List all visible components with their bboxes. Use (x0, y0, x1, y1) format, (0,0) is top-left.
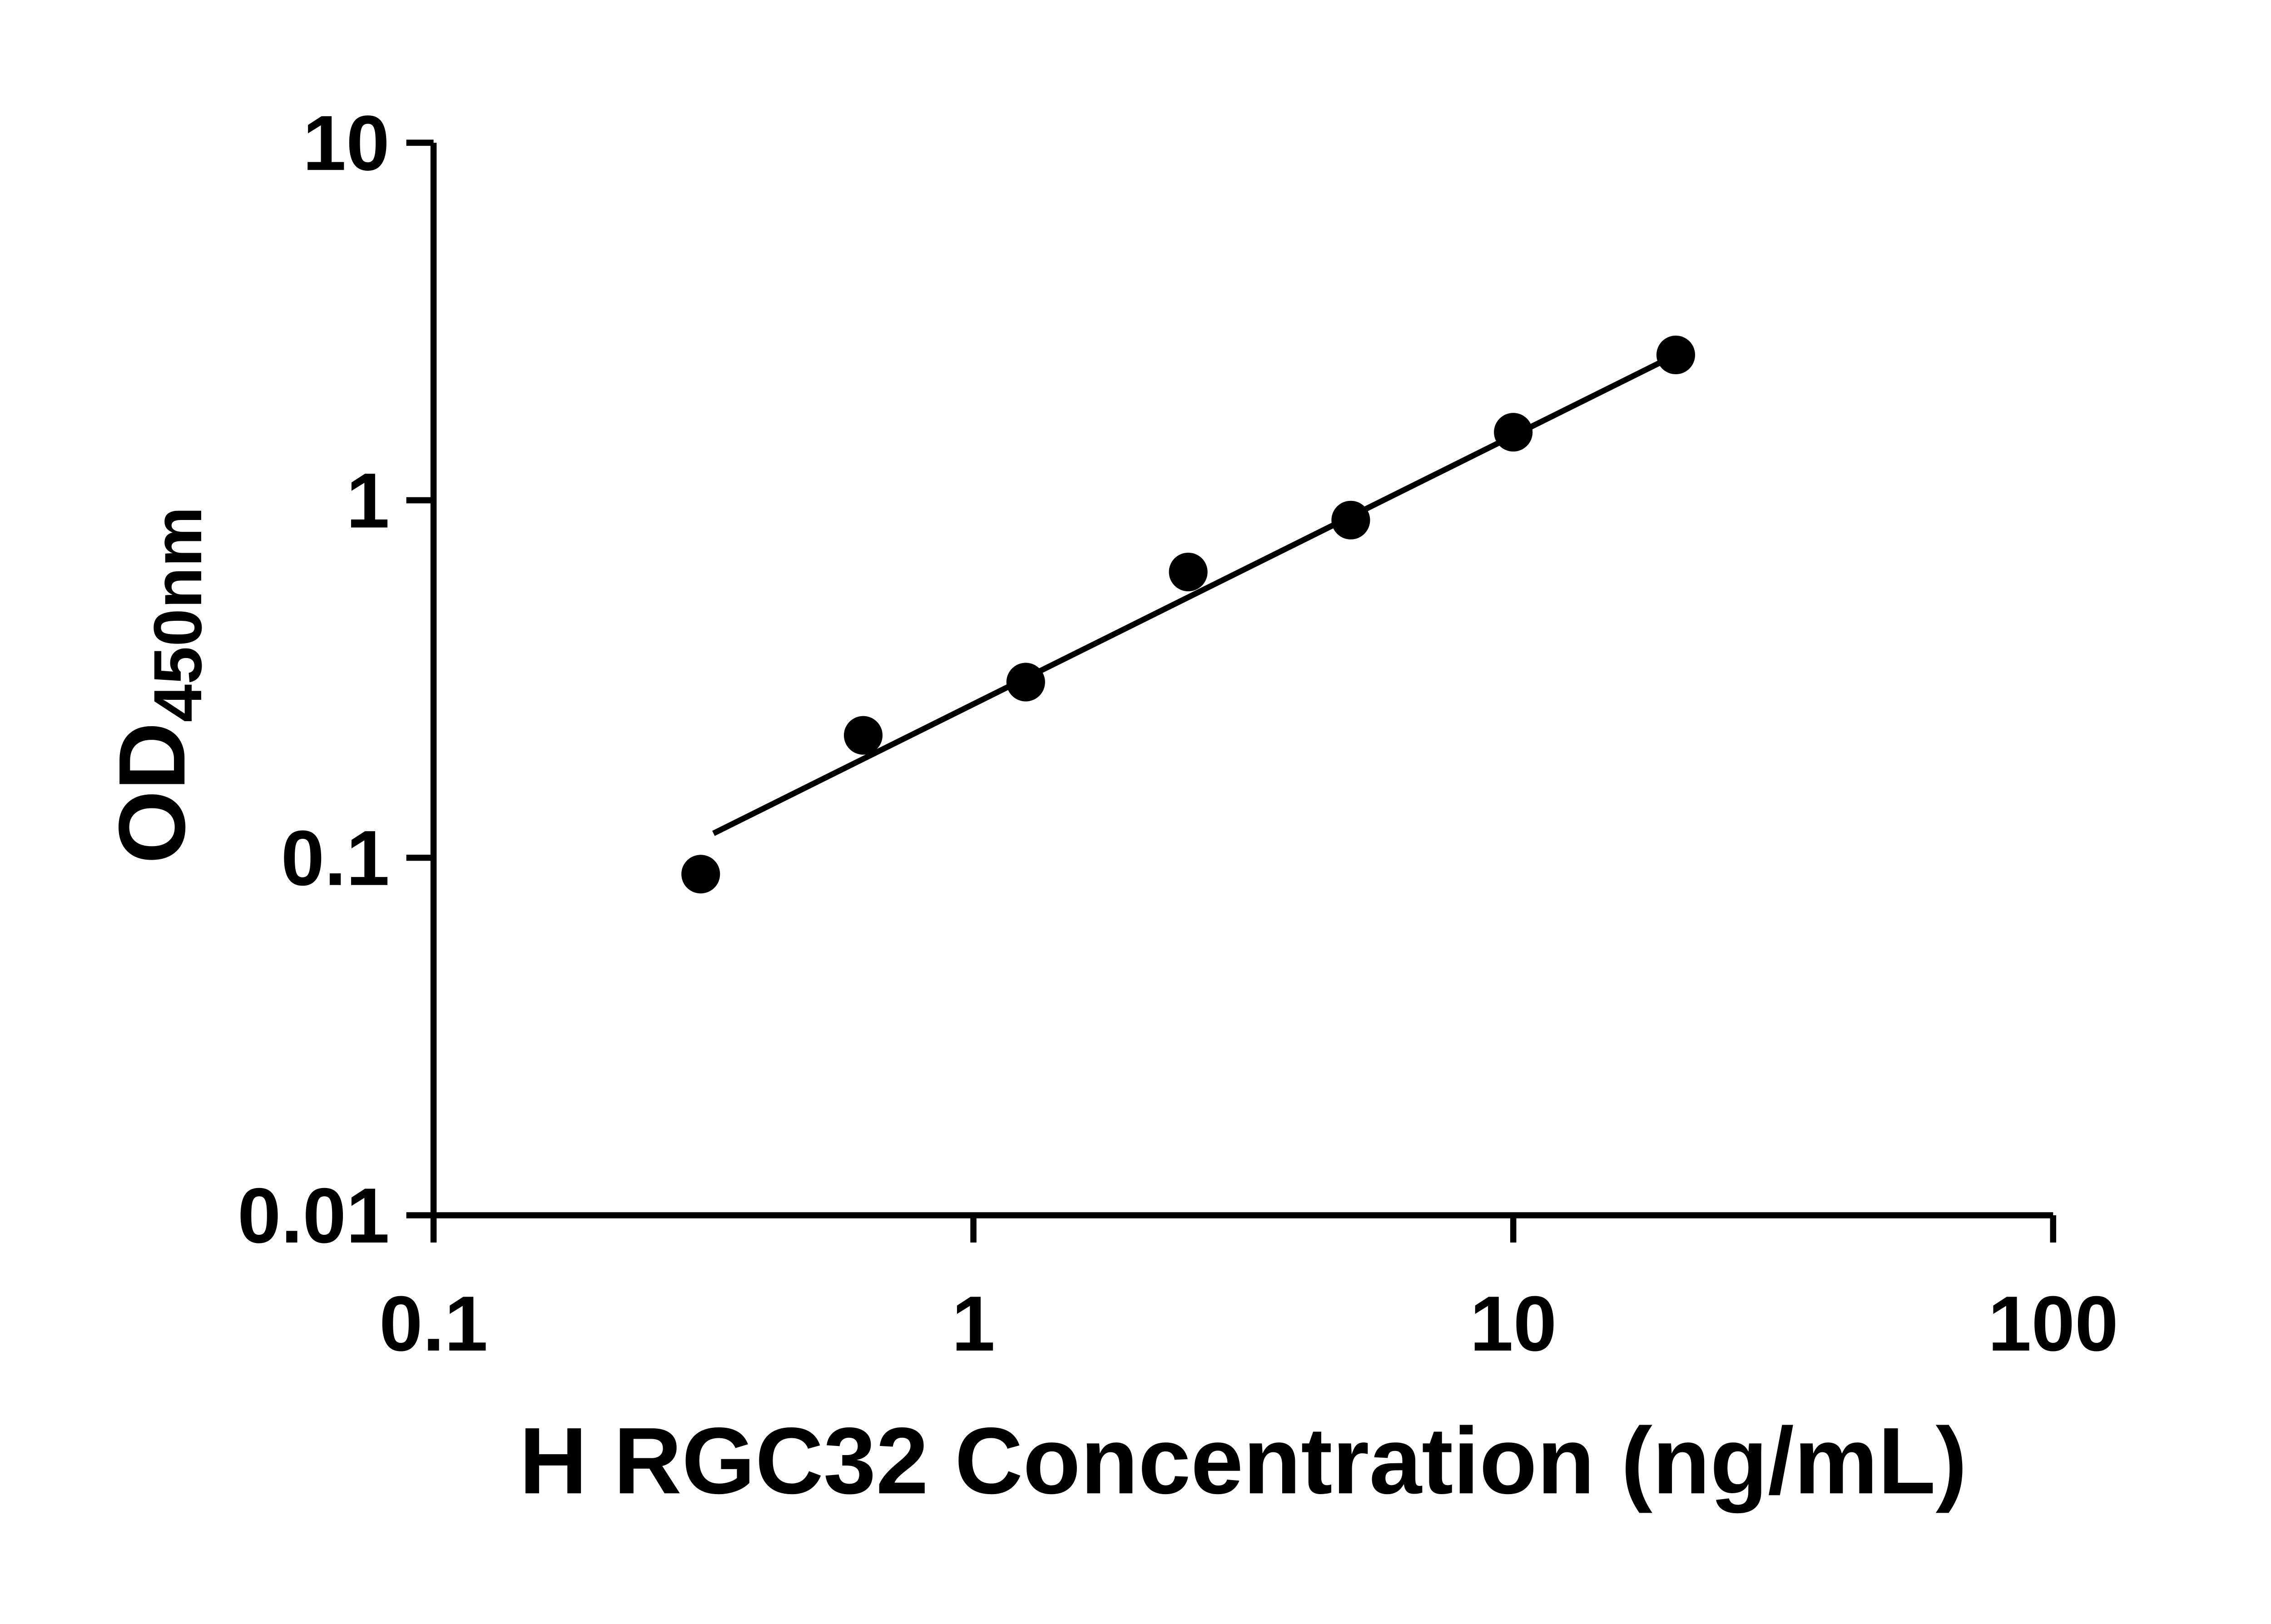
x-tick-label: 0.1 (379, 1280, 488, 1367)
y-tick-label: 1 (346, 457, 390, 545)
y-axis-title-main: OD (99, 722, 205, 864)
x-tick-label: 10 (1470, 1280, 1557, 1367)
data-series (681, 335, 1696, 894)
y-axis-title: OD450nm (99, 506, 216, 864)
y-axis-title-subscript: 450nm (139, 506, 216, 722)
axis-tick-labels: 0.1 1 10 100 0.01 0.1 1 10 (238, 99, 2118, 1367)
scatter-chart: 0.1 1 10 100 0.01 0.1 1 10 H RGC32 Concentratio… (0, 0, 2271, 1570)
standard-curve-figure: 0.1 1 10 100 0.01 0.1 1 10 H RGC32 Concentratio… (0, 0, 2271, 1570)
y-tick-label: 0.01 (238, 1172, 390, 1259)
axis-ticks (406, 139, 2057, 1243)
data-point (1169, 552, 1208, 592)
x-tick-label: 1 (952, 1280, 995, 1367)
x-tick-label: 100 (1988, 1280, 2118, 1367)
data-point (1006, 663, 1045, 702)
x-axis-title: H RGC32 Concentration (ng/mL) (519, 1408, 1967, 1514)
data-point (1331, 500, 1370, 540)
y-tick-label: 0.1 (281, 815, 390, 902)
y-tick-label: 10 (302, 99, 389, 187)
data-point (1656, 335, 1696, 375)
data-point (1494, 413, 1533, 452)
chart-background (0, 0, 2271, 1570)
data-point (843, 716, 883, 755)
data-point (681, 855, 720, 894)
